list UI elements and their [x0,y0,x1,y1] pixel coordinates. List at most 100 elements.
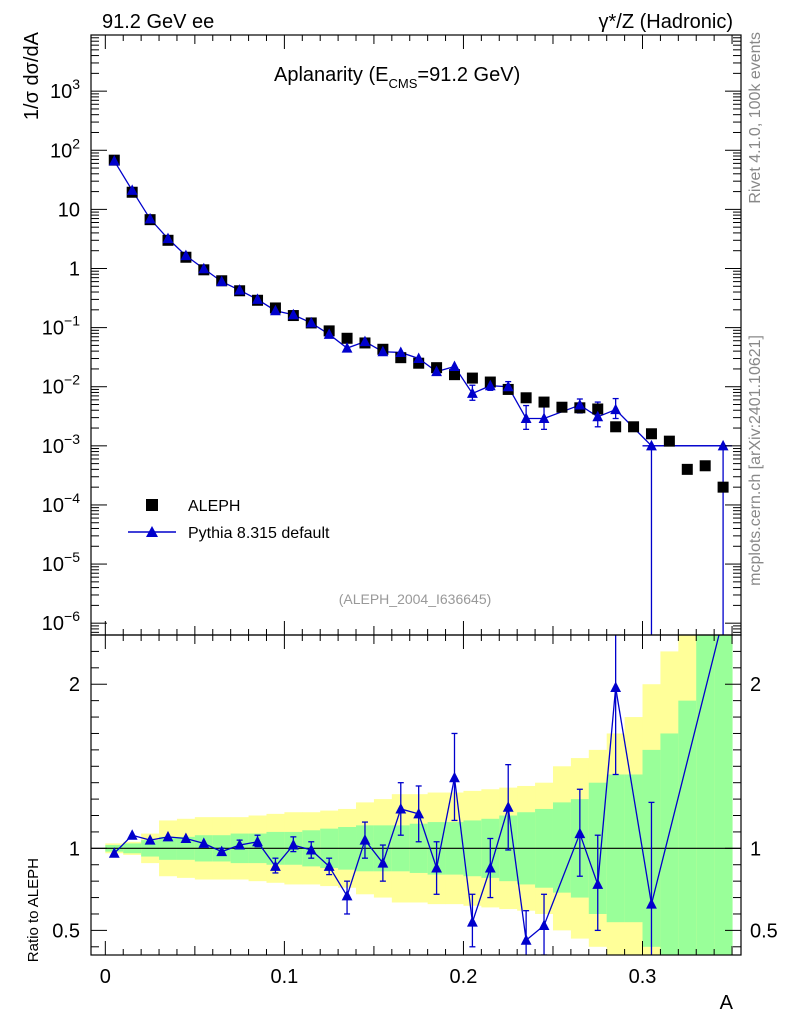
mc-data-point [431,365,442,377]
legend-aleph-label: ALEPH [188,498,240,515]
ratio-marker [646,898,657,909]
ratio-marker [198,837,210,848]
mc-data-point [520,412,532,424]
mc-data-point [108,154,120,166]
ratio-marker [108,847,120,858]
mc-data-point [270,304,281,316]
y-tick-label-main: 10 [58,199,80,221]
y-axis-label-main: 1/σ dσ/dA [21,31,43,120]
aleph-data-point [699,460,711,472]
ratio-marker [234,839,246,850]
aleph-data-point [395,352,407,364]
main-frame [90,34,742,636]
aleph-data-point [520,392,532,404]
ratio-marker [126,829,138,840]
ratio-marker [467,916,478,927]
y-tick-label-ratio-left: 2 [69,674,80,696]
ratio-line-layer [91,635,741,955]
y-tick-label-main: 10−5 [42,549,80,576]
ratio-marker [305,843,317,855]
mc-data-point [198,262,210,274]
mc-data-point [538,412,550,424]
aleph-data-point [663,435,675,447]
ratio-marker [431,862,442,873]
band-inner-bin [660,733,679,955]
mc-data-point [180,249,192,261]
mc-series-line [113,160,724,447]
ratio-marker [180,832,192,843]
mc-data-point [144,212,156,224]
aleph-data-point [448,369,460,381]
main-data-layer [108,154,733,635]
ratio-marker [592,878,604,889]
y-tick-label-ratio-right: 1 [750,838,761,860]
ratio-marker [574,827,586,839]
ratio-marker [520,934,532,945]
y-tick-label-main: 1 [69,258,80,280]
mc-data-point [287,308,299,320]
plot-title-sub: CMS [389,76,418,91]
mc-data-point [413,352,425,364]
ratio-marker [216,845,228,857]
ratio-marker [252,835,263,847]
ratio-marker [538,919,550,930]
x-tick-label: 0 [100,966,111,988]
y-tick-label-ratio-left: 1 [69,838,80,860]
aleph-data-point [645,428,657,440]
mc-data-point [592,410,604,422]
ratio-marker [395,802,407,814]
ratio-series-line [113,635,720,942]
plot-title-rest: =91.2 GeV) [417,64,520,86]
mc-data-point [449,360,460,371]
x-tick-label: 0.2 [450,966,478,988]
mc-data-point [484,379,496,391]
mc-data-point [216,275,228,287]
mc-data-point [574,399,586,410]
plot-title: Aplanarity (ECMS=91.2 GeV) [274,64,520,91]
aleph-data-point [538,396,550,408]
mc-data-point [717,439,729,451]
mc-data-point [323,328,335,339]
ratio-frame [90,634,742,956]
mc-data-point [126,184,138,195]
ratio-marker [413,807,425,819]
ratio-marker [144,834,156,845]
aleph-data-point [556,401,568,413]
ratio-marker [377,857,389,868]
ratio-marker [502,801,514,812]
y-tick-label-main: 102 [50,135,80,162]
y-tick-label-main: 10−3 [42,431,80,458]
legend-pythia-label: Pythia 8.315 default [188,525,330,542]
mc-data-point [502,380,514,392]
aleph-data-point [466,372,478,384]
y-tick-label-ratio-right: 2 [750,674,761,696]
mc-data-point [234,284,246,295]
mc-data-point [305,316,317,328]
y-tick-label-main: 103 [50,76,80,103]
ratio-band-layer [105,635,733,955]
ratio-marker [341,889,353,901]
aleph-data-point [592,403,604,415]
mc-data-point [646,439,657,451]
rivet-version-text: Rivet 4.1.0, 100k events [747,32,764,204]
y-tick-label-ratio-left: 0.5 [52,920,80,942]
aleph-data-point [413,357,425,369]
x-axis-label: A [720,992,734,1014]
mc-data-point [467,387,478,398]
ratio-marker [449,771,460,783]
y-tick-label-ratio-right: 0.5 [750,920,778,942]
ratio-marker [359,834,371,845]
aleph-data-point [341,332,353,344]
x-tick-label: 0.1 [270,966,298,988]
x-tick-label: 0.3 [629,966,657,988]
aleph-data-point [717,481,729,493]
ratio-marker [270,860,281,871]
legend-aleph-marker [146,499,158,511]
mc-data-point [162,232,174,244]
header-left: 91.2 GeV ee [102,11,214,33]
y-tick-label-main: 10−1 [42,313,80,340]
y-tick-label-main: 10−6 [42,608,80,635]
band-inner-bin [552,802,572,893]
mc-data-point [610,403,622,415]
